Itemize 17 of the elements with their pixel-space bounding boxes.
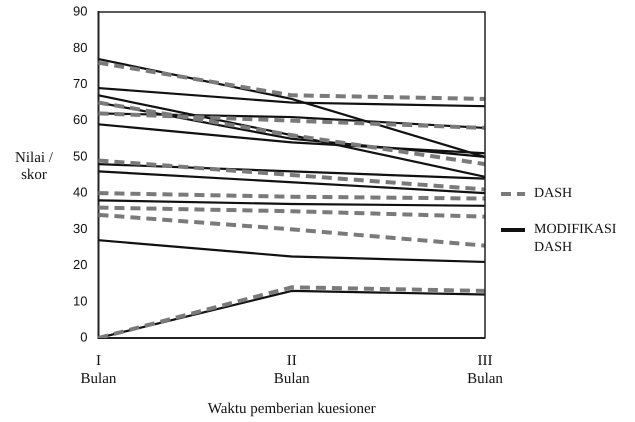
y-tick-label: 60 (72, 112, 88, 128)
x-axis-title: Waktu pemberian kuesioner (208, 400, 376, 417)
legend-label: DASH (534, 185, 572, 203)
y-tick-label: 90 (72, 4, 88, 19)
y-tick-label: 40 (72, 184, 88, 200)
y-tick-label: 0 (80, 330, 88, 345)
x-tick-label: II Bulan (274, 352, 310, 387)
y-tick-label: 80 (72, 40, 88, 55)
y-tick-label: 70 (72, 76, 88, 92)
y-tick-label: 20 (72, 257, 88, 272)
y-tick-label: 30 (72, 220, 88, 236)
legend-label: MODIFIKASI DASH (534, 221, 618, 257)
y-tick-label: 50 (72, 148, 88, 164)
y-tick-label: 10 (72, 293, 88, 308)
y-axis-title: Nilai / skor (14, 150, 54, 184)
x-tick-label: III Bulan (467, 352, 504, 387)
x-tick-label: I Bulan (80, 352, 117, 387)
